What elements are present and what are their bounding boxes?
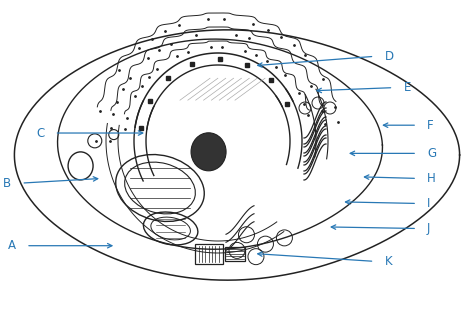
Text: K: K: [384, 255, 392, 268]
Bar: [194, 244, 223, 264]
Bar: [225, 247, 245, 260]
Text: B: B: [3, 177, 11, 190]
Text: E: E: [403, 81, 411, 94]
Ellipse shape: [191, 133, 226, 171]
Text: H: H: [427, 172, 436, 185]
Text: G: G: [427, 147, 436, 160]
Text: A: A: [8, 239, 16, 252]
Text: C: C: [36, 126, 45, 140]
Text: F: F: [427, 119, 434, 132]
Text: J: J: [427, 222, 430, 235]
Text: D: D: [384, 50, 393, 63]
Text: I: I: [427, 197, 430, 210]
